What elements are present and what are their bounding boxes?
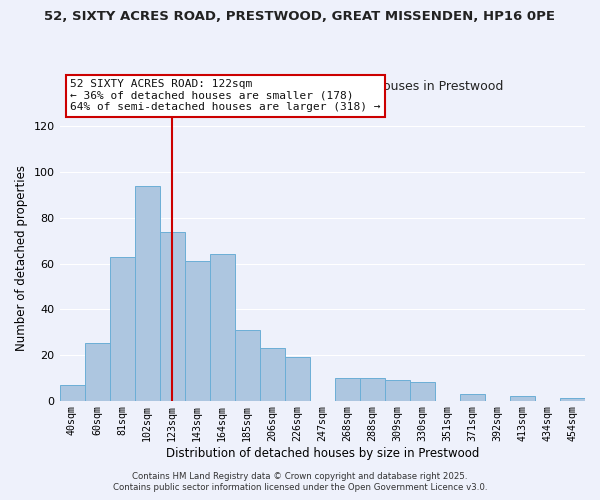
Text: 52 SIXTY ACRES ROAD: 122sqm
← 36% of detached houses are smaller (178)
64% of se: 52 SIXTY ACRES ROAD: 122sqm ← 36% of det… (70, 79, 380, 112)
Bar (209, 254, 235, 400)
Bar (235, 330, 260, 400)
Title: Size of property relative to detached houses in Prestwood: Size of property relative to detached ho… (141, 80, 503, 93)
Bar (59, 384, 85, 400)
Bar (260, 348, 285, 401)
Bar (335, 378, 360, 400)
Bar (385, 380, 410, 400)
Bar (460, 394, 485, 400)
Y-axis label: Number of detached properties: Number of detached properties (15, 165, 28, 351)
X-axis label: Distribution of detached houses by size in Prestwood: Distribution of detached houses by size … (166, 447, 479, 460)
Bar (185, 261, 209, 400)
Bar (360, 378, 385, 400)
Bar (285, 357, 310, 401)
Bar (160, 232, 185, 400)
Bar (134, 186, 160, 400)
Text: Contains HM Land Registry data © Crown copyright and database right 2025.
Contai: Contains HM Land Registry data © Crown c… (113, 472, 487, 492)
Bar (510, 396, 535, 400)
Bar (560, 398, 585, 400)
Bar (85, 344, 110, 400)
Bar (410, 382, 435, 400)
Bar (110, 256, 134, 400)
Text: 52, SIXTY ACRES ROAD, PRESTWOOD, GREAT MISSENDEN, HP16 0PE: 52, SIXTY ACRES ROAD, PRESTWOOD, GREAT M… (44, 10, 556, 23)
